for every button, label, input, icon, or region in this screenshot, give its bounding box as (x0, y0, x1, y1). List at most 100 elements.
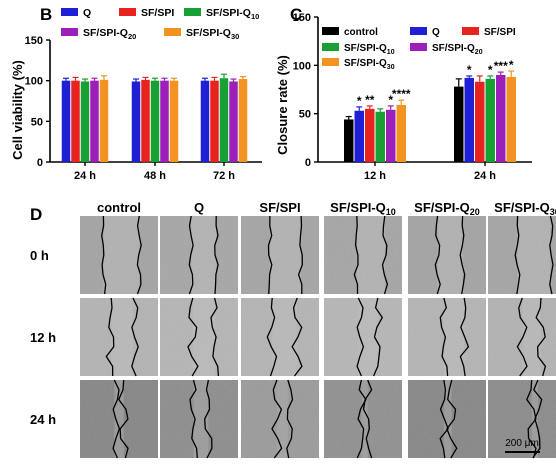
chart-c-bar-sf-spi-q30-12-h (396, 104, 406, 162)
chart-b-bar-sf-spi-48-h (141, 79, 150, 162)
wound-col-header-sf-spi: SF/SPI (259, 200, 300, 215)
chart-c-significance-mark: * (509, 58, 514, 72)
chart-b-bar-sf-spi-q20-24-h (90, 80, 99, 162)
chart-c-bar-sf-spi-q30-24-h (506, 76, 516, 162)
chart-c-xtick-label: 24 h (474, 170, 496, 182)
legend-b-label-q30: SF/SPI-Q30 (186, 27, 239, 41)
wound-edge-right (362, 379, 373, 459)
legend-c-label-control: control (344, 27, 378, 38)
wound-edge-right (532, 379, 543, 459)
wound-edge-left (101, 215, 107, 295)
chart-c-bar-sf-spi-q10-24-h (485, 78, 495, 162)
wound-edge-left (516, 297, 528, 377)
chart-c-xtick-label: 12 h (364, 170, 386, 182)
wound-edge-left (514, 215, 521, 295)
wound-edge-right (291, 297, 303, 377)
legend-c-label-q10: SF/SPI-Q10 (344, 43, 395, 56)
wound-edge-right (297, 215, 303, 294)
chart-c-bar-control-12-h (344, 119, 354, 162)
chart-b-bar-sf-spi-24-h (71, 80, 80, 162)
chart-c-bar-sf-spi-12-h (365, 108, 375, 162)
legend-b-swatch-q (61, 8, 78, 16)
wound-edge-left (187, 297, 199, 377)
chart-b-ytick-label: 100 (25, 76, 43, 88)
wound-edge-right (131, 297, 139, 377)
panel-label-c: C (290, 5, 302, 24)
wound-row-label-24-h: 24 h (30, 412, 56, 427)
wound-row-label-0-h: 0 h (30, 248, 49, 263)
chart-b-bar-sf-spi-q30-48-h (169, 80, 179, 162)
chart-b-bar-q-48-h (131, 81, 141, 162)
chart-c-significance-mark: * (388, 93, 393, 107)
micrograph-0-h-sf-spi-q20 (408, 215, 486, 295)
chart-b-bar-sf-spi-q10-48-h (150, 80, 160, 162)
legend-c-label-q20: SF/SPI-Q20 (432, 43, 483, 56)
micrograph-24-h-control (80, 379, 158, 459)
chart-b-xtick-label: 72 h (213, 170, 235, 182)
legend-c-swatch-q30 (322, 58, 339, 66)
legend-c-label-q30: SF/SPI-Q30 (344, 58, 395, 71)
micrograph-0-h-sf-spi (241, 215, 319, 295)
wound-edge-right (535, 297, 547, 377)
micrograph-24-h-sf-spi-q30 (488, 379, 556, 459)
chart-b-ytick-label: 0 (37, 157, 43, 169)
wound-row-label-12-h: 12 h (30, 330, 56, 345)
wound-edge-left (353, 215, 359, 294)
wound-edge-right (286, 379, 294, 459)
chart-c-bar-sf-spi-q10-12-h (375, 111, 385, 162)
chart-b-legend: Q SF/SPI SF/SPI-Q10 SF/SPI-Q20 SF/SPI-Q3… (61, 7, 259, 41)
chart-b-bar-sf-spi-q10-24-h (80, 81, 90, 162)
wound-edge-left (439, 297, 449, 377)
chart-c-significance-mark: *** (494, 59, 508, 73)
wound-edge-right (459, 215, 466, 295)
chart-c: Closure rate (%) control Q SF/SPI SF/SPI… (275, 12, 532, 182)
wound-edge-right (459, 297, 470, 377)
chart-b-bar-sf-spi-q20-48-h (160, 80, 169, 162)
wound-edge-right (381, 215, 389, 295)
micrograph-24-h-sf-spi (241, 379, 319, 459)
wound-edge-right (373, 297, 384, 377)
legend-b-label-q: Q (83, 7, 91, 19)
micrograph-12-h-sf-spi-q30 (488, 297, 556, 377)
wound-edge-right (204, 379, 213, 459)
legend-b-swatch-q30 (164, 28, 181, 36)
chart-c-significance-mark: * (357, 94, 362, 108)
legend-b-swatch-q10 (184, 8, 201, 16)
wound-col-header-control: control (97, 200, 141, 215)
chart-b-ytick-label: 50 (31, 116, 43, 128)
chart-c-bar-q-24-h (464, 77, 474, 162)
legend-c-swatch-sfspi (462, 27, 479, 35)
chart-c-significance-mark: **** (392, 87, 411, 101)
micrograph-24-h-sf-spi-q20 (408, 379, 486, 459)
wound-edge-right (214, 215, 219, 295)
chart-c-bar-sf-spi-q20-24-h (496, 75, 506, 162)
wound-edge-left (434, 215, 441, 295)
wound-edge-left (188, 215, 194, 295)
chart-b-bar-sf-spi-q30-24-h (99, 79, 109, 162)
wound-edge-left (356, 379, 367, 459)
micrograph-24-h-sf-spi-q10 (324, 379, 402, 459)
micrograph-12-h-sf-spi (241, 297, 319, 377)
wound-edge-left (271, 379, 283, 459)
wound-healing-grid: 0 h 12 h 24 h control Q SF/SPI SF/SPI-Q10 SF/SP… (30, 200, 556, 459)
chart-b-bar-q-24-h (61, 80, 71, 162)
chart-c-significance-mark: * (488, 63, 493, 77)
chart-b-bar-sf-spi-q30-72-h (238, 79, 248, 162)
wound-col-header-sf-spi-q30: SF/SPI-Q30 (494, 200, 556, 217)
micrograph-24-h-q (160, 379, 238, 459)
panel-label-d: D (30, 205, 42, 224)
micrograph-12-h-control (80, 297, 158, 377)
scale-bar-label: 200 μm (505, 438, 539, 449)
micrograph-0-h-control (80, 215, 158, 295)
micrograph-0-h-q (160, 215, 238, 295)
chart-b-ylabel: Cell viability (%) (10, 60, 25, 160)
chart-c-significance-mark: * (467, 63, 472, 77)
legend-b-label-sfspi: SF/SPI (141, 7, 174, 19)
wound-edge-left (105, 297, 115, 377)
chart-c-bar-q-12-h (354, 110, 364, 162)
wound-col-header-q: Q (194, 200, 204, 215)
chart-c-ytick-label: 0 (305, 157, 311, 169)
chart-c-legend: control Q SF/SPI SF/SPI-Q10 SF/SPI-Q20 S… (322, 27, 516, 71)
chart-c-bar-sf-spi-24-h (475, 81, 485, 162)
